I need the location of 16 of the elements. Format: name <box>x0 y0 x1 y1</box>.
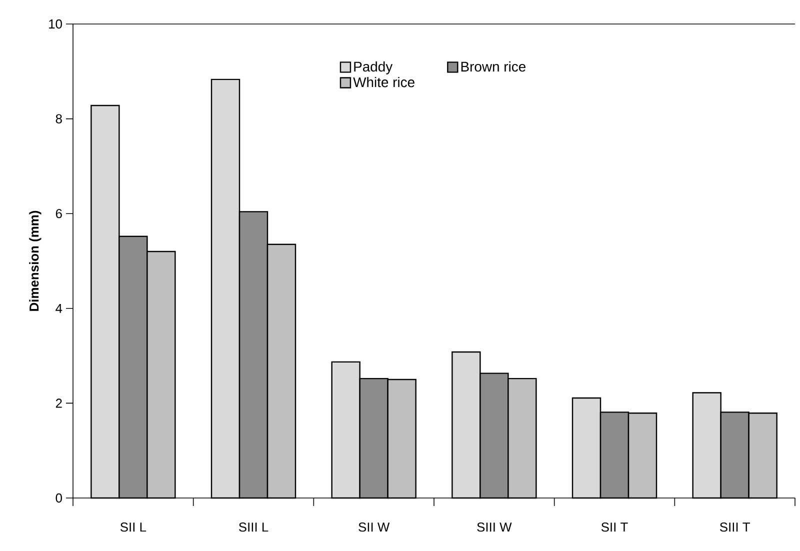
y-tick-label: 10 <box>49 19 62 29</box>
legend-label: Brown rice <box>461 61 526 72</box>
y-axis-title: Dimension (mm) <box>29 210 42 311</box>
y-tick-label: 4 <box>56 304 62 313</box>
x-tick-label: SII W <box>358 522 390 532</box>
legend-label: White rice <box>353 76 414 88</box>
y-tick-label: 8 <box>56 114 62 124</box>
y-tick-label: 2 <box>56 398 62 408</box>
x-tick-label: SII T <box>601 522 628 532</box>
x-tick-label: SIII T <box>720 522 750 532</box>
y-tick-label: 0 <box>56 493 62 503</box>
x-tick-label: SII L <box>120 522 146 532</box>
y-tick-label: 6 <box>56 209 62 218</box>
x-tick-label: SIII L <box>238 522 268 532</box>
legend-label: Paddy <box>354 61 393 74</box>
x-tick-label: SIII W <box>477 522 512 532</box>
